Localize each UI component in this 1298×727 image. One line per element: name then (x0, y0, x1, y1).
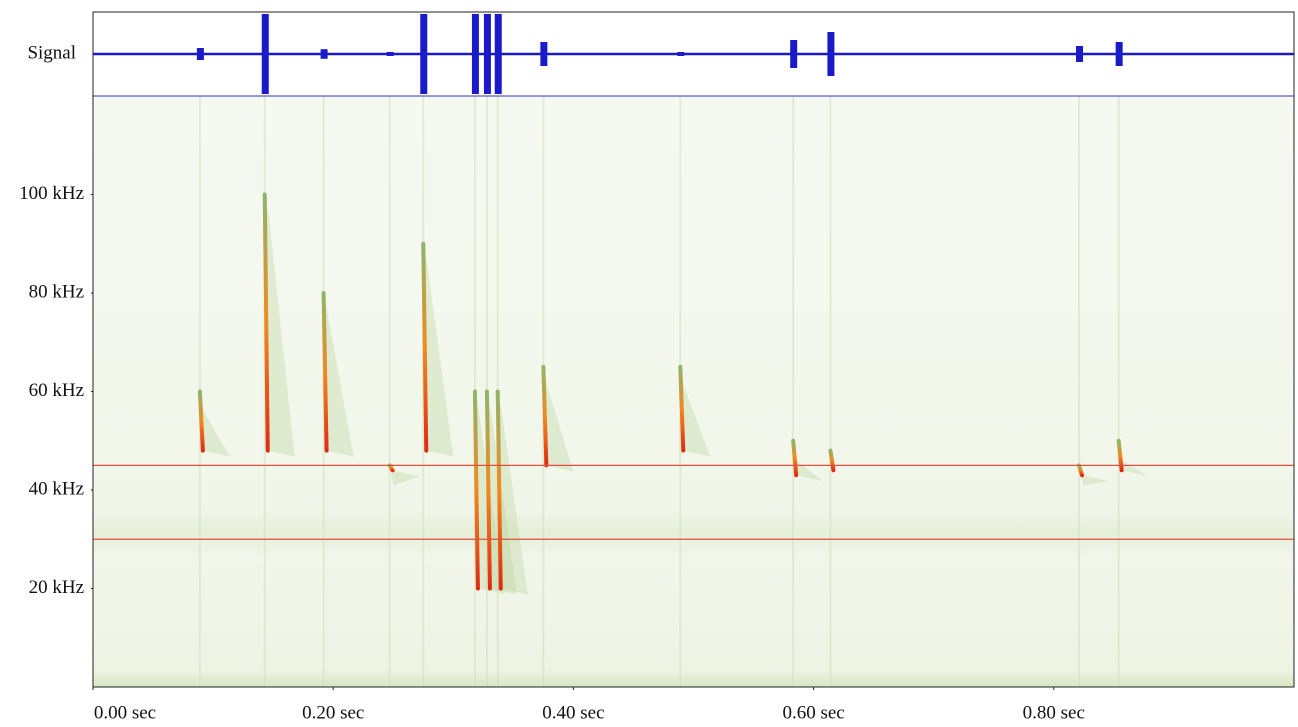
call (678, 364, 686, 453)
call (387, 463, 395, 473)
call-haze (543, 366, 574, 472)
call-haze (1118, 440, 1149, 477)
call-haze (323, 293, 354, 457)
call (484, 389, 492, 591)
call-haze (793, 440, 824, 482)
signal-label: Signal (27, 42, 76, 63)
x-tick-label: 0.00 sec (94, 702, 156, 723)
call-haze (264, 194, 295, 457)
x-tick-label: 0.40 sec (542, 702, 604, 723)
x-tick-label: 0.60 sec (782, 702, 844, 723)
call (421, 241, 429, 453)
call-haze (423, 243, 454, 457)
y-tick-label: 40 kHz (29, 478, 84, 499)
call (828, 448, 836, 473)
call (472, 389, 480, 591)
call-haze (389, 465, 420, 486)
x-tick-label: 0.20 sec (302, 702, 364, 723)
call-haze (1079, 465, 1110, 486)
call-haze (680, 366, 711, 457)
call (197, 389, 205, 453)
call (791, 438, 799, 478)
call (1077, 463, 1085, 478)
frame (92, 11, 1295, 688)
y-tick-label: 100 kHz (19, 183, 84, 204)
spectrogram-panel (93, 96, 1294, 687)
call-haze (486, 391, 517, 595)
y-tick-label: 20 kHz (29, 577, 84, 598)
call (495, 389, 503, 591)
call-haze (497, 391, 528, 595)
y-tick-label: 80 kHz (29, 281, 84, 302)
x-tick-label: 0.80 sec (1023, 702, 1085, 723)
y-tick-label: 60 kHz (29, 380, 84, 401)
call-haze (199, 391, 230, 457)
call (321, 291, 329, 453)
call (541, 364, 549, 468)
call (262, 192, 270, 453)
